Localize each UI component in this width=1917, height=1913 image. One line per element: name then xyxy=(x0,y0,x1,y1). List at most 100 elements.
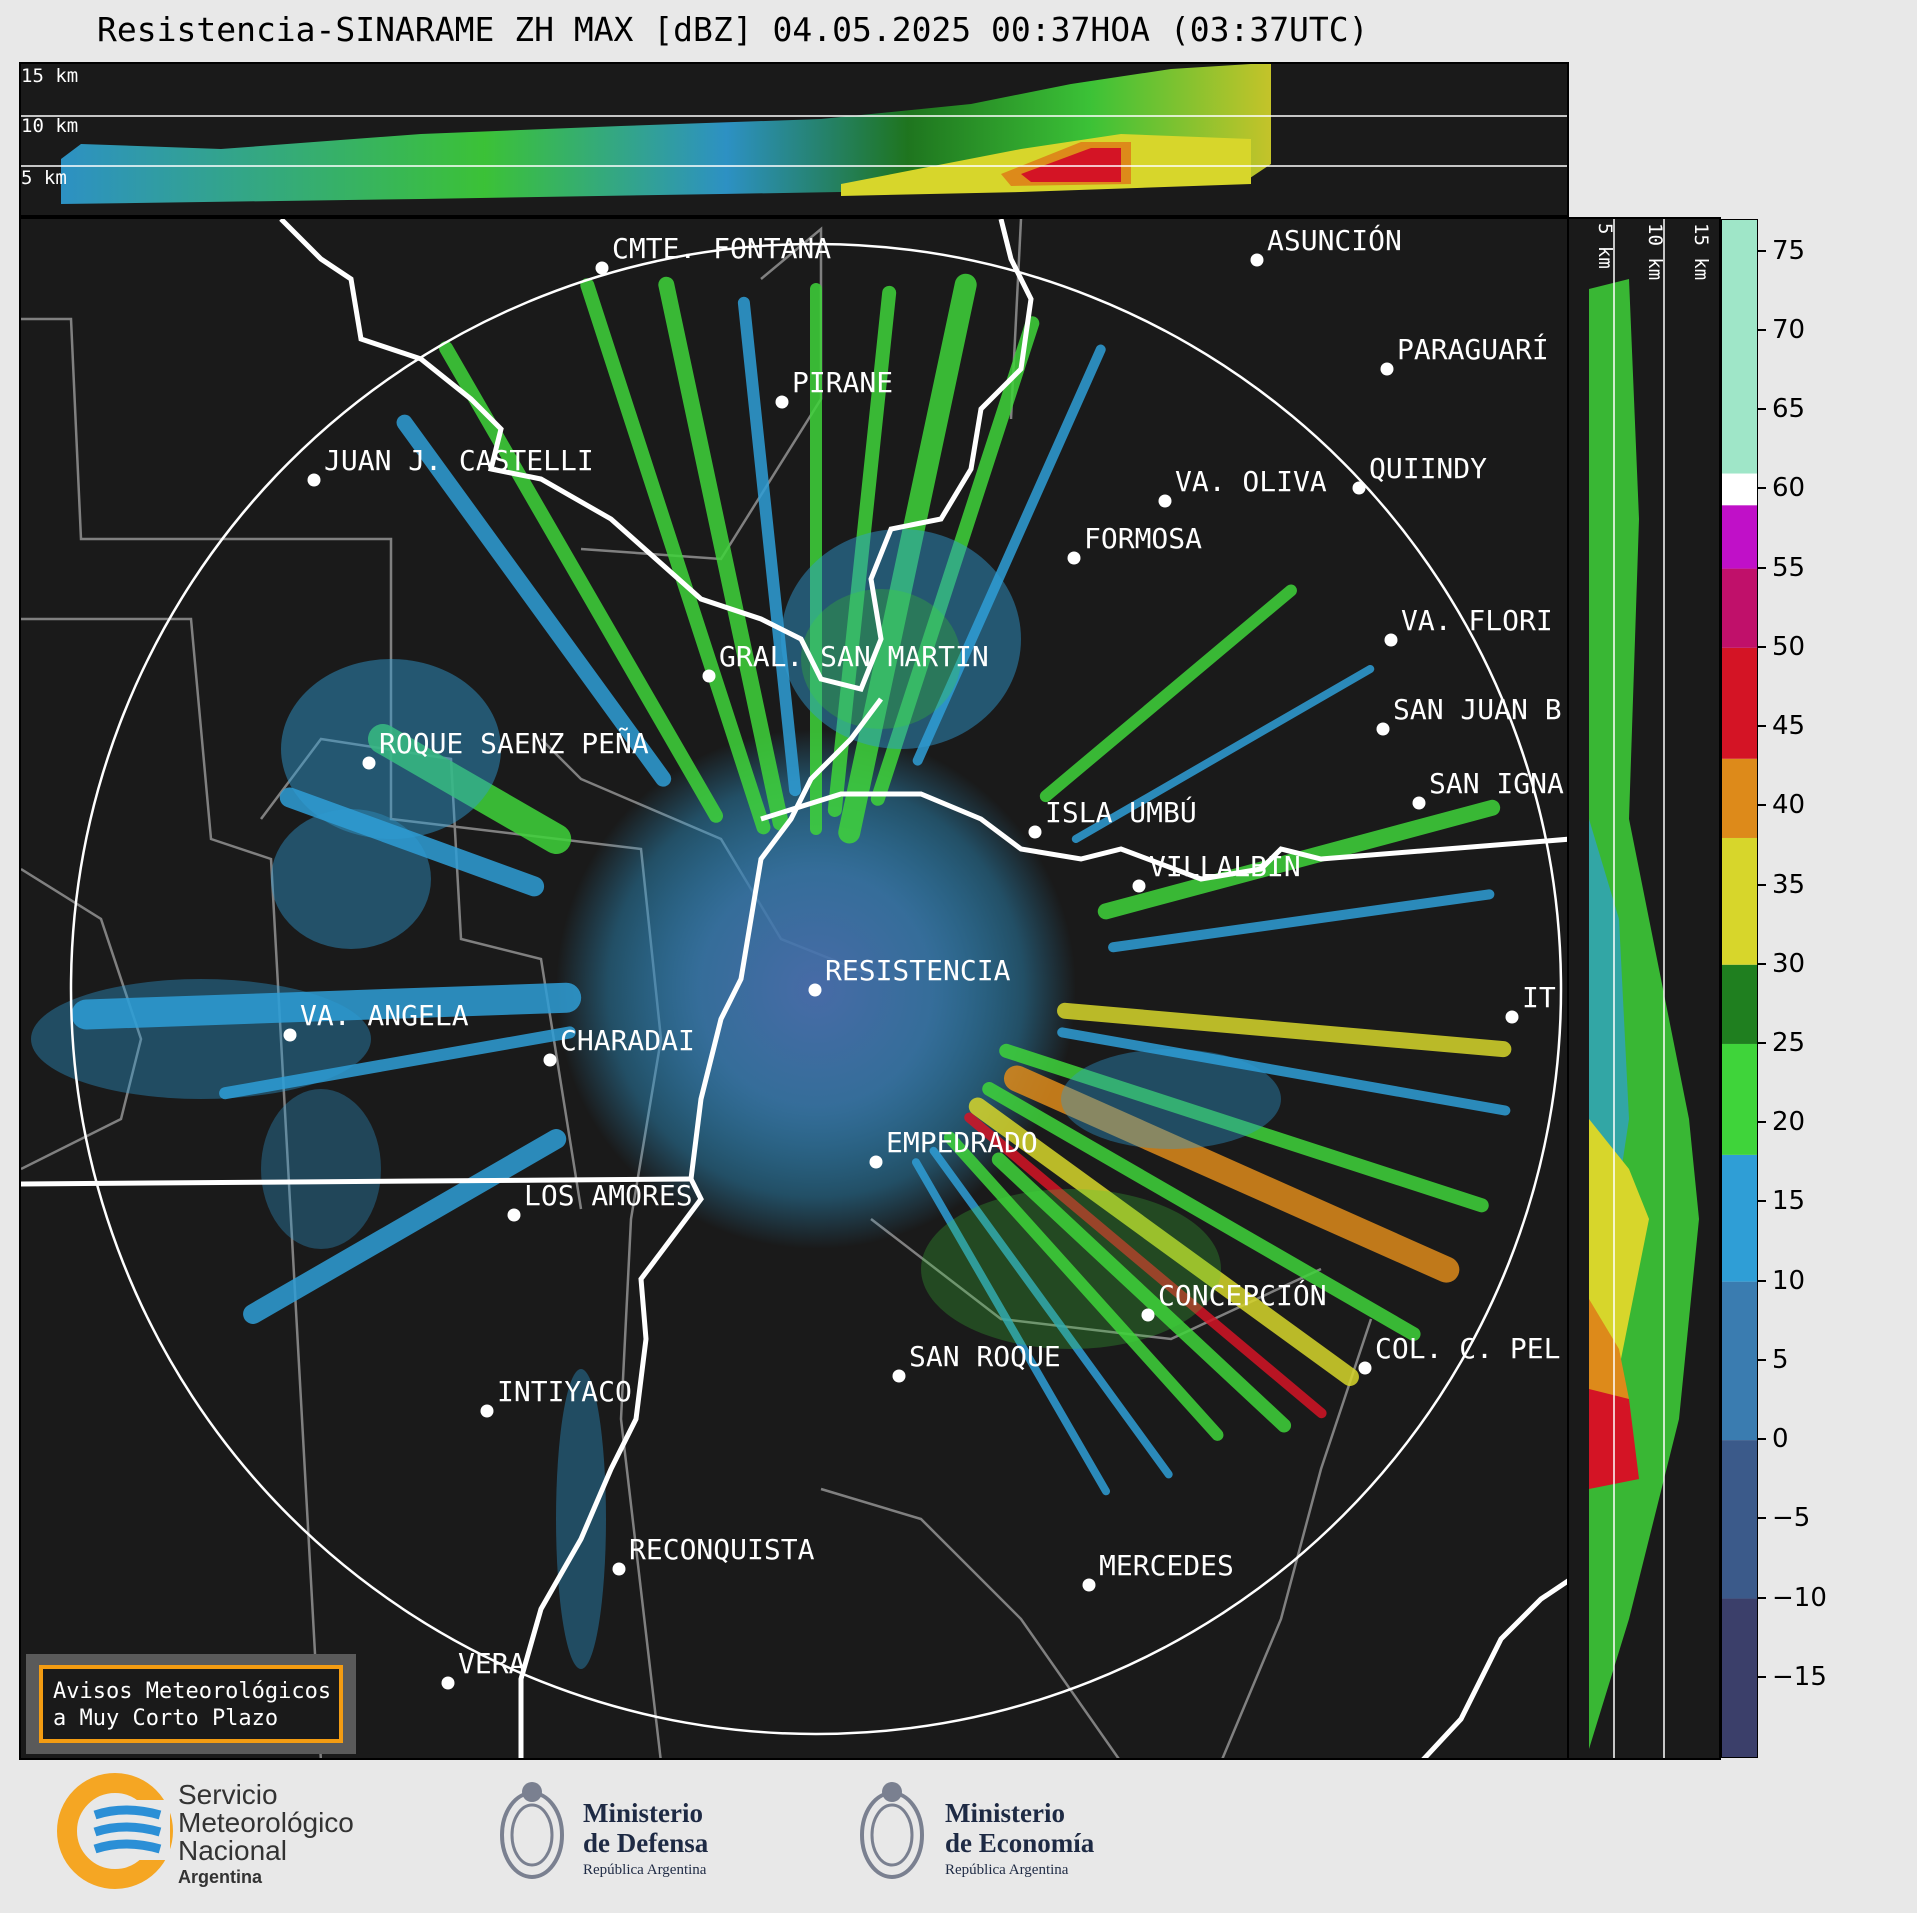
legend-line-2: a Muy Corto Plazo xyxy=(53,1706,278,1731)
colorbar-tick-label: 55 xyxy=(1772,552,1806,583)
city-label: RESISTENCIA xyxy=(825,954,1011,987)
city-label: FORMOSA xyxy=(1084,522,1202,555)
city-dot xyxy=(1028,825,1042,839)
colorbar-segment xyxy=(1722,837,1757,965)
colorbar-tick-mark xyxy=(1758,1675,1766,1678)
city-marker: VA. ANGELA xyxy=(283,999,469,1042)
city-marker: PARAGUARÍ xyxy=(1380,332,1549,376)
side-cross-section-svg: 5 km 10 km 15 km xyxy=(1589,219,1712,1758)
echo-ray xyxy=(912,344,1106,766)
city-marker: INTIYACO xyxy=(480,1375,632,1418)
colorbar-tick-mark xyxy=(1758,249,1766,252)
city-dot xyxy=(1082,1578,1096,1592)
echo-ray xyxy=(968,1097,1359,1386)
colorbar-tick-mark xyxy=(1758,1358,1766,1361)
colorbar-segment xyxy=(1722,505,1757,569)
city-label: PARAGUARÍ xyxy=(1397,332,1549,366)
defensa-line-2: de Defensa xyxy=(583,1828,709,1858)
city-label: SAN IGNA xyxy=(1429,767,1564,800)
echo-ray xyxy=(838,273,977,844)
economia-line-2: de Economía xyxy=(945,1828,1095,1858)
colorbar-segment xyxy=(1722,964,1757,1044)
side-cross-section: 5 km 10 km 15 km xyxy=(1569,217,1721,1760)
echo-ray xyxy=(1097,799,1501,920)
range-ring xyxy=(69,242,1563,1736)
side-height-label: 10 km xyxy=(1644,223,1666,280)
city-dot xyxy=(480,1404,494,1418)
city-label: PIRANE xyxy=(792,366,893,399)
city-label: VA. FLORI xyxy=(1401,604,1553,637)
top-height-label: 10 km xyxy=(21,115,78,137)
city-dot xyxy=(1358,1361,1372,1375)
city-dot xyxy=(1376,722,1390,736)
smn-logo-icon xyxy=(57,1773,173,1889)
economia-shield-icon xyxy=(860,1782,924,1879)
city-marker: ASUNCIÓN xyxy=(1250,223,1402,267)
city-label: INTIYACO xyxy=(497,1375,632,1408)
city-marker: RESISTENCIA xyxy=(808,954,1011,997)
city-dot xyxy=(1067,551,1081,565)
defensa-line-1: Ministerio xyxy=(583,1798,703,1828)
colorbar-tick-mark xyxy=(1758,566,1766,569)
colorbar-tick-label: 45 xyxy=(1772,711,1806,742)
colorbar-segment xyxy=(1722,220,1757,474)
colorbar-tick-mark xyxy=(1758,1596,1766,1599)
title-bar: Resistencia-SINARAME ZH MAX [dBZ] 04.05.… xyxy=(0,10,1917,60)
echo-ray xyxy=(71,982,582,1030)
echo-ray xyxy=(396,414,672,787)
colorbar-tick-mark xyxy=(1758,1438,1766,1441)
city-marker: MERCEDES xyxy=(1082,1549,1234,1592)
city-label: ROQUE SAENZ PEÑA xyxy=(379,726,649,760)
echo-clusters xyxy=(31,529,1281,1669)
colorbar-tick-mark xyxy=(1758,804,1766,807)
echo-ray xyxy=(964,1112,1327,1419)
city-label: CONCEPCIÓN xyxy=(1158,1278,1327,1312)
colorbar-tick-label: −5 xyxy=(1772,1503,1811,1534)
colorbar-tick-label: 5 xyxy=(1772,1344,1789,1375)
city-label: EMPEDRADO xyxy=(886,1126,1038,1159)
city-labels: CMTE. FONTANA PIRANE JUAN J. CASTELLI ASUNC… xyxy=(283,223,1564,1690)
city-marker: LOS AMORES xyxy=(507,1179,693,1222)
footer-logos: Servicio Meteorológico Nacional Argentin… xyxy=(57,1773,1095,1889)
colorbar-tick-label: 15 xyxy=(1772,1186,1806,1217)
colorbar-tick-label: 35 xyxy=(1772,869,1806,900)
colorbar xyxy=(1721,219,1758,1758)
city-marker: SAN ROQUE xyxy=(892,1340,1061,1383)
colorbar-segment xyxy=(1722,1281,1757,1441)
echo-ray xyxy=(439,341,723,823)
colorbar-tick-mark xyxy=(1758,645,1766,648)
city-marker: VILLALBÍN xyxy=(1132,849,1301,893)
city-dot xyxy=(808,983,822,997)
city-dot xyxy=(1380,362,1394,376)
echo-ray xyxy=(219,1026,576,1100)
echo-ray xyxy=(870,316,1040,806)
echo-ray xyxy=(1057,1002,1512,1058)
colorbar-segment xyxy=(1722,1043,1757,1155)
legend-box: Avisos Meteorológicos a Muy Corto Plazo xyxy=(26,1654,356,1754)
colorbar-segment xyxy=(1722,647,1757,759)
smn-line-1: Servicio xyxy=(178,1779,278,1810)
city-marker: IT xyxy=(1505,981,1556,1024)
city-label: QUIINDY xyxy=(1369,452,1487,485)
city-dot xyxy=(1158,494,1172,508)
colorbar-tick-mark xyxy=(1758,1200,1766,1203)
city-dot xyxy=(1352,481,1366,495)
colorbar-tick-label: 20 xyxy=(1772,1107,1806,1138)
city-marker: COL. C. PEL xyxy=(1358,1332,1560,1375)
smn-line-4: Argentina xyxy=(178,1867,263,1887)
city-marker: CONCEPCIÓN xyxy=(1141,1278,1327,1322)
echo-rays xyxy=(71,273,1512,1496)
city-label: GRAL. SAN MARTIN xyxy=(719,640,989,673)
top-height-label: 15 km xyxy=(21,65,78,87)
colorbar-tick-label: 30 xyxy=(1772,948,1806,979)
colorbar-svg xyxy=(1722,220,1757,1757)
city-label: LOS AMORES xyxy=(524,1179,693,1212)
colorbar-tick-label: −15 xyxy=(1772,1661,1827,1692)
colorbar-segment xyxy=(1722,1598,1757,1757)
colorbar-tick-mark xyxy=(1758,1041,1766,1044)
top-cross-section: 15 km 10 km 5 km xyxy=(19,62,1569,217)
echo-ray xyxy=(912,1158,1110,1496)
smn-line-3: Nacional xyxy=(178,1835,287,1866)
colorbar-tick-mark xyxy=(1758,962,1766,965)
echo-ray xyxy=(827,285,897,817)
